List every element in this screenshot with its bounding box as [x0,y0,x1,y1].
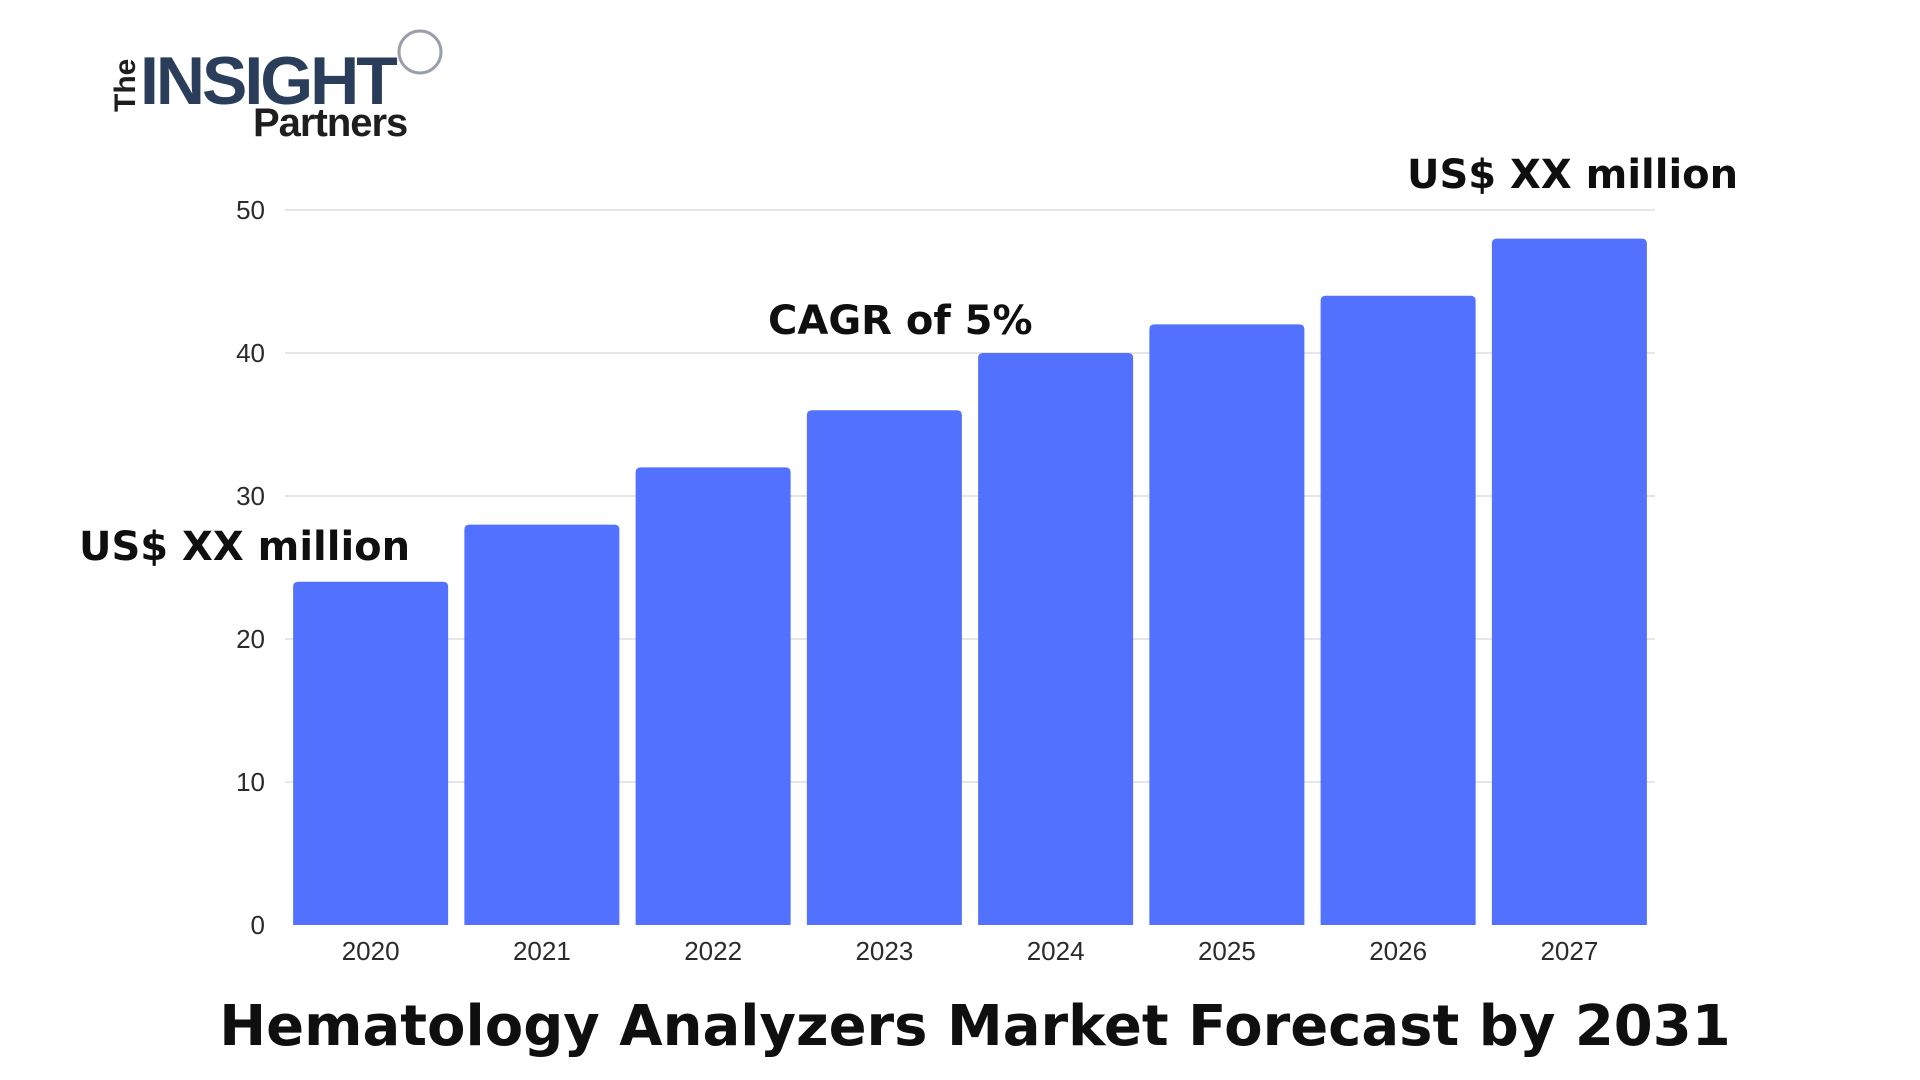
chart-title: Hematology Analyzers Market Forecast by … [219,994,1730,1059]
bars [293,238,1647,926]
logo-magnifier-icon [397,29,443,75]
y-axis: 0 10 20 30 40 50 [236,195,265,940]
y-tick-label: 20 [236,624,265,654]
y-tick-label: 30 [236,481,265,511]
x-axis: 2020 2021 2022 2023 2024 2025 2026 2027 [342,936,1599,966]
bar-2027 [1491,238,1647,926]
logo-the-text: The [109,59,142,112]
bar-2021 [464,524,620,925]
y-tick-label: 40 [236,338,265,368]
y-tick-label: 50 [236,195,265,225]
logo-partners-text: Partners [253,101,407,145]
bar-2022 [635,467,791,925]
bar-2020 [293,581,449,925]
bar-2024 [978,353,1134,925]
x-tick-label: 2022 [684,936,742,966]
bar-2023 [806,410,962,925]
logo-insight-text: INSIGHT [140,43,397,119]
x-tick-label: 2021 [513,936,571,966]
x-tick-label: 2025 [1198,936,1256,966]
cagr-annotation: CAGR of 5% [768,298,1033,344]
bar-2025 [1149,324,1305,925]
x-tick-label: 2024 [1027,936,1085,966]
end-value-annotation: US$ XX million [1407,152,1738,198]
x-tick-label: 2026 [1369,936,1427,966]
y-tick-label: 0 [251,910,265,940]
x-tick-label: 2020 [342,936,400,966]
start-value-annotation: US$ XX million [79,524,410,570]
x-tick-label: 2027 [1540,936,1598,966]
brand-logo: The INSIGHT Partners [109,29,443,145]
y-tick-label: 10 [236,767,265,797]
bar-2026 [1320,295,1476,925]
x-tick-label: 2023 [855,936,913,966]
